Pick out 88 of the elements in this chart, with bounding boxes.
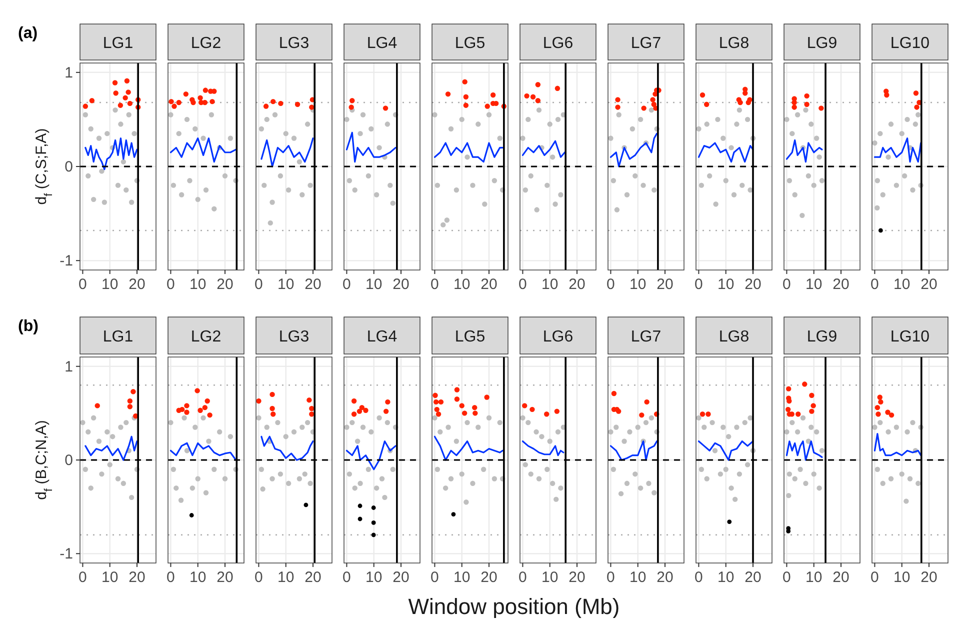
x-tick-label: 0 (342, 569, 351, 586)
text: (a) (18, 25, 38, 42)
chart-title: LG4 (366, 328, 398, 346)
x-tick-label: 10 (894, 569, 910, 586)
chart-title: LG6 (542, 35, 574, 52)
x-tick-label: 0 (254, 569, 263, 586)
x-tick-label: 0 (166, 569, 175, 586)
x-tick-label: 20 (920, 569, 938, 586)
x-tick-label: 10 (278, 276, 294, 293)
chart-title: LG6 (542, 328, 574, 346)
x-tick-label: 20 (216, 276, 234, 293)
chart-title: LG8 (718, 35, 750, 52)
x-tick-label: 10 (102, 569, 118, 586)
x-tick-label: 10 (366, 569, 382, 586)
chart-title: LG7 (630, 35, 662, 52)
chart-title: LG1 (102, 35, 134, 52)
y-tick-label: 1 (64, 64, 73, 82)
x-tick-label: 20 (656, 276, 674, 293)
x-tick-label: 10 (542, 569, 558, 586)
x-tick-label: 0 (254, 276, 263, 293)
x-tick-label: 20 (480, 569, 498, 586)
y-tick-label: -1 (60, 546, 73, 563)
x-tick-label: 20 (392, 569, 410, 586)
chart-title: LG5 (454, 35, 486, 52)
chart-title: LG2 (190, 35, 222, 52)
x-tick-label: 10 (278, 569, 294, 586)
x-tick-label: 20 (128, 569, 146, 586)
x-tick-label: 10 (718, 569, 734, 586)
x-tick-label: 0 (78, 569, 87, 586)
chart-title: LG4 (366, 35, 398, 52)
chart-title: LG7 (630, 328, 662, 346)
chart-title: LG9 (806, 328, 838, 346)
x-tick-label: 10 (542, 276, 558, 293)
y-tick-label: 0 (64, 158, 73, 176)
x-tick-label: 20 (832, 276, 850, 293)
x-tick-label: 20 (392, 276, 410, 293)
x-tick-label: 20 (304, 569, 322, 586)
chart-title: LG3 (278, 35, 310, 52)
x-tick-label: 10 (102, 276, 118, 293)
x-tick-label: 0 (870, 276, 879, 293)
x-tick-label: 20 (216, 569, 234, 586)
x-tick-label: 10 (190, 276, 206, 293)
x-tick-label: 20 (744, 569, 762, 586)
chart-title: LG3 (278, 328, 310, 346)
x-tick-label: 0 (78, 276, 87, 293)
x-tick-label: 10 (190, 569, 206, 586)
x-tick-label: 0 (694, 276, 703, 293)
x-tick-label: 0 (518, 569, 527, 586)
x-tick-label: 0 (694, 569, 703, 586)
chart-title: LG2 (190, 328, 222, 346)
y-tick-label: -1 (60, 252, 73, 270)
x-tick-label: 20 (568, 276, 586, 293)
text: (b) (18, 318, 38, 335)
x-tick-label: 20 (568, 569, 586, 586)
x-tick-label: 10 (366, 276, 382, 293)
x-tick-label: 0 (430, 276, 439, 293)
x-tick-label: 10 (806, 276, 822, 293)
y-tick-label: 0 (64, 452, 73, 469)
x-tick-label: 0 (782, 276, 791, 293)
x-tick-label: 0 (430, 569, 439, 586)
x-tick-label: 0 (870, 569, 879, 586)
x-tick-label: 10 (806, 569, 822, 586)
x-tick-label: 20 (128, 276, 146, 293)
y-tick-label: 1 (64, 358, 73, 376)
x-tick-label: 0 (606, 276, 615, 293)
x-tick-label: 10 (718, 276, 734, 293)
x-tick-label: 10 (630, 276, 646, 293)
chart-title: LG5 (454, 328, 486, 346)
chart-title: LG10 (890, 35, 930, 52)
x-tick-label: 10 (894, 276, 910, 293)
x-tick-label: 0 (606, 569, 615, 586)
x-tick-label: 0 (782, 569, 791, 586)
x-tick-label: 20 (920, 276, 938, 293)
x-tick-label: 10 (630, 569, 646, 586)
x-tick-label: 0 (342, 276, 351, 293)
x-tick-label: 20 (744, 276, 762, 293)
x-tick-label: 10 (454, 569, 470, 586)
x-tick-label: 20 (656, 569, 674, 586)
chart-title: LG8 (718, 328, 750, 346)
x-tick-label: 20 (304, 276, 322, 293)
chart-title: LG9 (806, 35, 838, 52)
x-tick-label: 0 (166, 276, 175, 293)
chart-title: LG1 (102, 328, 134, 346)
x-tick-label: 20 (832, 569, 850, 586)
x-tick-label: 0 (518, 276, 527, 293)
chart-title: LG10 (890, 328, 930, 346)
x-tick-label: 20 (480, 276, 498, 293)
x-tick-label: 10 (454, 276, 470, 293)
